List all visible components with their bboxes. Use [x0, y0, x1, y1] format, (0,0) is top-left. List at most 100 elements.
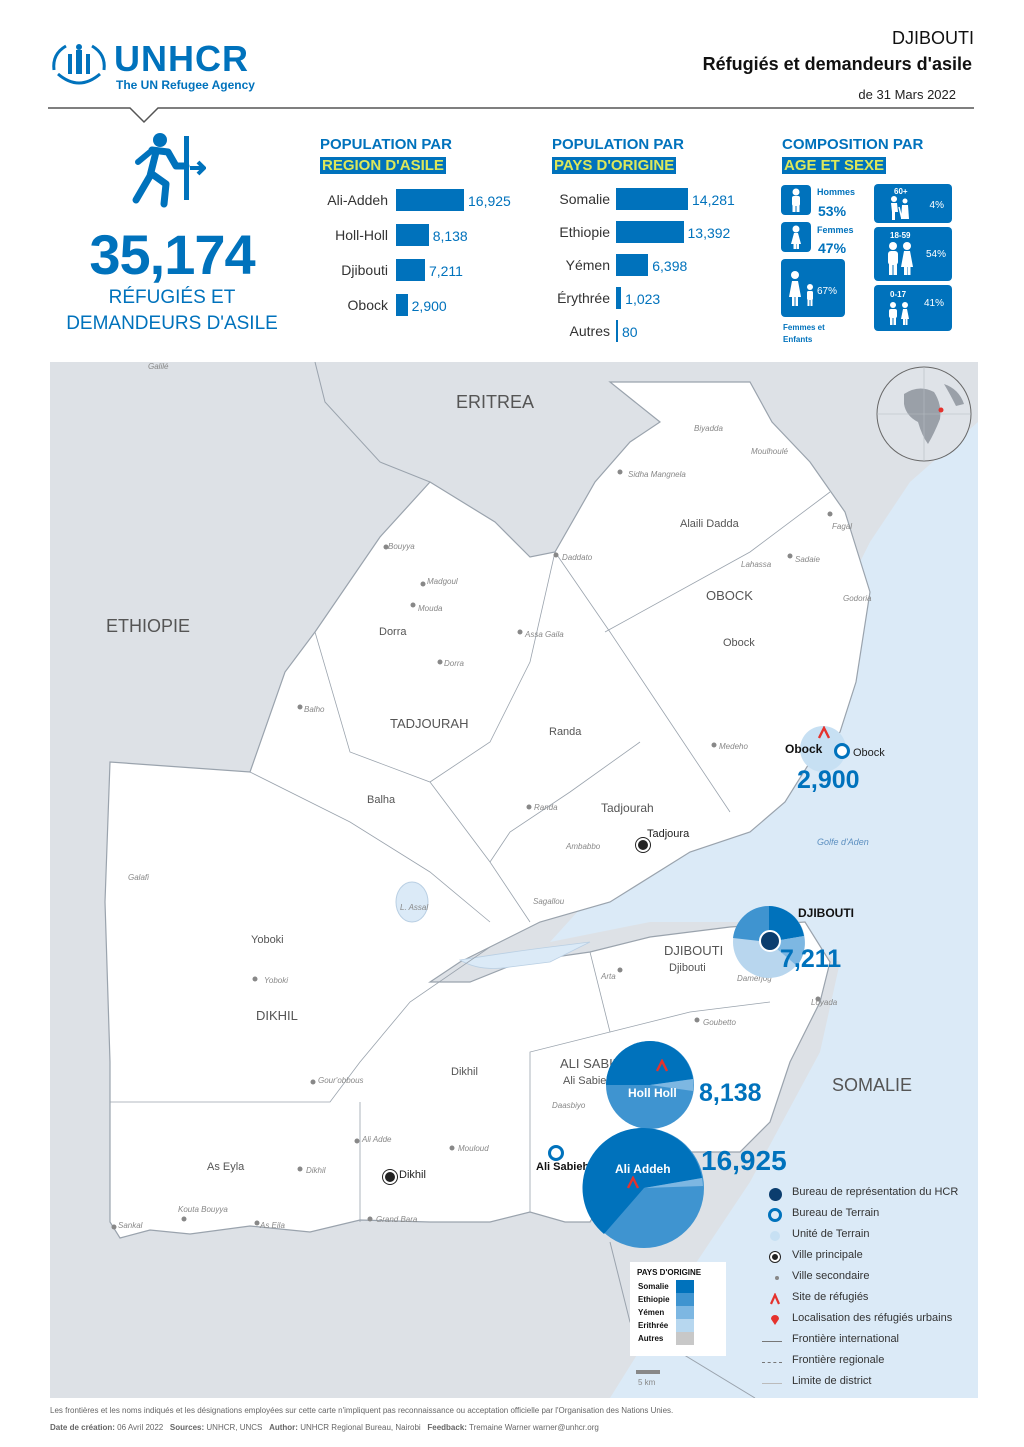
district-alaili: Alaili Dadda: [680, 518, 739, 530]
town-daasbiyo: Daasbiyo: [552, 1101, 586, 1110]
djibouti-city-label: DJIBOUTI: [798, 906, 855, 920]
women-children-label-1: Femmes et: [783, 323, 825, 332]
district-ali-sabieh: Ali Sabieh: [563, 1075, 613, 1087]
town-loyada: Loyada: [811, 998, 838, 1007]
international-border-icon: [762, 1334, 782, 1348]
women-children-pct: 67%: [817, 286, 838, 297]
pie-legend-swatch: [676, 1293, 694, 1306]
city-tadjoura-dot: [636, 838, 650, 852]
legend-label: Frontière regionale: [792, 1354, 885, 1366]
legend-label: Site de réfugiés: [792, 1291, 869, 1303]
town-mouloud: Mouloud: [458, 1144, 489, 1153]
town-ambabo: Ambabbo: [566, 842, 601, 851]
pie-legend-swatch: [676, 1319, 694, 1332]
age-60-label: 60+: [894, 187, 908, 196]
origin-bar-value: 14,281: [692, 192, 735, 208]
djibouti-site-value: 7,211: [780, 945, 842, 973]
bureau-representation-icon: [768, 1187, 782, 1201]
map-panel[interactable]: ERITREA ETHIOPIE SOMALIE OBOCK TADJOURAH…: [50, 362, 978, 1398]
footer-meta: Date de création: 06 Avril 2022 Sources:…: [50, 1423, 599, 1432]
origin-bar-value: 80: [622, 324, 638, 340]
obock-site-value: 2,900: [797, 766, 860, 794]
region-tadjourah: TADJOURAH: [390, 716, 469, 731]
town-goubetto: Goubetto: [703, 1018, 736, 1027]
adults-icon: [888, 242, 913, 275]
ali-addeh-value: 16,925: [701, 1145, 787, 1176]
legend-label: Bureau de Terrain: [792, 1207, 880, 1219]
legend-label: Frontière international: [792, 1333, 900, 1345]
map-base: [104, 362, 978, 1398]
djibouti-landmass: [104, 381, 871, 1239]
page-title: Réfugiés et demandeurs d'asile: [702, 54, 972, 74]
country-somalie: SOMALIE: [832, 1075, 913, 1095]
legend-label: Unité de Terrain: [792, 1228, 870, 1240]
holl-holl-pie[interactable]: [604, 1039, 696, 1131]
origin-section: POPULATION PAR PAYS D'ORIGINE: [552, 134, 772, 184]
total-refugees-value: 35,174: [89, 223, 255, 286]
origin-title-line1: POPULATION PAR: [552, 136, 684, 153]
field-unit-icon: [768, 1229, 782, 1243]
origin-bar: [616, 221, 684, 243]
refugee-running-icon: [132, 133, 206, 208]
town-balho: Balho: [304, 705, 325, 714]
woman-icon: [791, 225, 801, 249]
region-bar-label: Holl-Holl: [335, 227, 388, 243]
town-sankal: Sankal: [118, 1221, 143, 1230]
ali-sabieh-field-office-icon: [548, 1145, 564, 1161]
town-dorra: Dorra: [444, 659, 465, 668]
town-bouyya: Bouyya: [388, 542, 415, 551]
composition-title-line1: COMPOSITION PAR: [782, 136, 924, 153]
origin-bar: [616, 320, 618, 342]
origin-bar-label: Érythrée: [557, 290, 610, 306]
gulf-of-aden-label: Golfe d'Aden: [817, 837, 869, 847]
legend-label: Bureau de représentation du HCR: [792, 1186, 959, 1198]
scale-bar: [636, 1370, 660, 1374]
region-bar: [396, 189, 464, 211]
age-18-box: 18-59 54%: [874, 227, 952, 281]
region-title-line2: REGION D'ASILE: [320, 157, 446, 174]
total-label-line1: RÉFUGIÉS ET: [108, 287, 236, 308]
main-city-icon: [768, 1250, 782, 1264]
district-balha: Balha: [367, 794, 396, 806]
unhcr-logo: UNHCR The UN Refugee Agency: [48, 40, 278, 96]
town-galile: Galilé: [148, 362, 169, 371]
district-randa: Randa: [549, 726, 582, 738]
age-18-label: 18-59: [890, 231, 911, 240]
district-yoboki: Yoboki: [251, 934, 284, 946]
header-divider: [48, 107, 974, 124]
field-office-icon: [768, 1208, 782, 1222]
holl-holl-site-icon: [655, 1059, 669, 1072]
feedback-value[interactable]: Tremaine Warner warner@unhcr.org: [469, 1423, 599, 1432]
men-icon-box: [781, 185, 811, 215]
district-tadjourah: Tadjourah: [601, 801, 654, 815]
women-pct: 47%: [818, 240, 847, 256]
town-yoboki: Yoboki: [264, 976, 289, 985]
total-label-line2: DEMANDEURS D'ASILE: [66, 313, 278, 334]
legend-label: Ville principale: [792, 1249, 863, 1261]
pie-legend-label: Erithrée: [638, 1321, 669, 1330]
origin-title-line2: PAYS D'ORIGINE: [552, 157, 677, 174]
town-lac: L. Assal: [400, 903, 429, 912]
composition-section: COMPOSITION PAR AGE ET SEXE: [782, 134, 982, 184]
district-dikhil: Dikhil: [451, 1066, 478, 1078]
region-obock: OBOCK: [706, 588, 753, 603]
feedback-label: Feedback:: [427, 1423, 467, 1432]
disclaimer: Les frontières et les noms indiqués et l…: [50, 1406, 674, 1415]
elderly-icon: [891, 196, 909, 220]
region-dikhil: DIKHIL: [256, 1008, 298, 1023]
region-djibouti: DJIBOUTI: [664, 943, 724, 958]
region-bar-value: 8,138: [432, 228, 468, 244]
town-godoria: Godoria: [843, 594, 872, 603]
country-eritrea: ERITREA: [456, 392, 535, 412]
obock-site-name: Obock: [785, 742, 823, 756]
urban-refugees-pin-icon: [768, 1313, 782, 1327]
origin-bar: [616, 254, 649, 276]
man-icon: [792, 188, 800, 212]
ali-addeh-pie[interactable]: [582, 1126, 706, 1250]
town-ouddaouli: Daddato: [562, 553, 593, 562]
women-label: Femmes: [817, 225, 854, 235]
origin-bar-value: 13,392: [687, 225, 731, 241]
district-dorra: Dorra: [379, 626, 407, 638]
logo-text: UNHCR: [114, 38, 249, 79]
region-bar: [396, 224, 429, 246]
